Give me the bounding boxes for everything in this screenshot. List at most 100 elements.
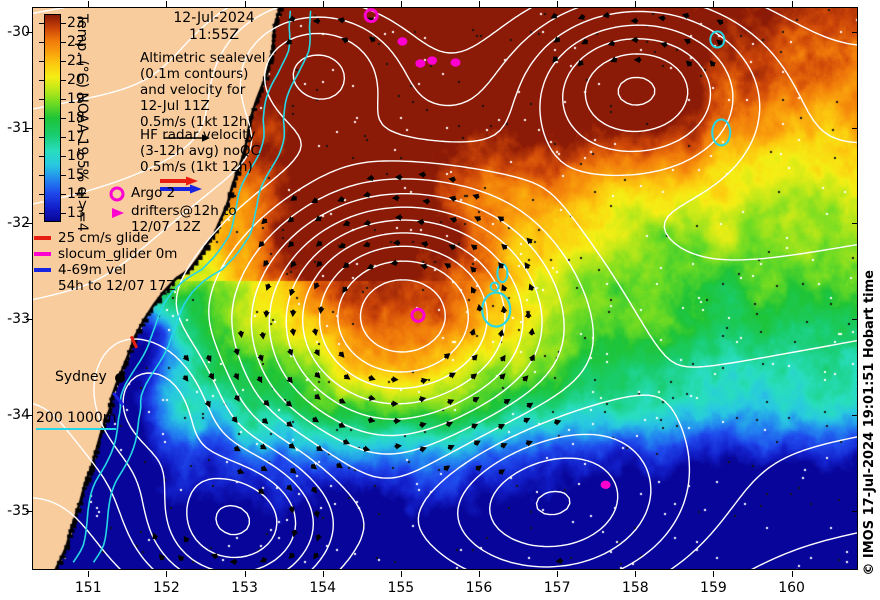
sst-raster (32, 7, 858, 570)
velocity-arrow-head (552, 56, 559, 63)
velocity-arrow-head (369, 36, 376, 43)
y-axis-tick (26, 510, 32, 512)
colorbar-tick (61, 23, 66, 25)
y-axis-tick (26, 223, 32, 225)
velocity-arrow-head (419, 396, 427, 403)
velocity-arrow-head (233, 373, 239, 381)
velocity-arrow-head (553, 36, 561, 43)
legend-drifter-label: drifters@12h to 12/07 12Z (131, 203, 281, 235)
sealevel-contour (318, 245, 488, 390)
sealevel-contour (32, 7, 250, 536)
velocity-arrow-head (237, 331, 245, 339)
velocity-arrow-head (449, 372, 456, 379)
x-axis-tick-top (322, 1, 324, 7)
velocity-arrow-head (257, 355, 264, 362)
velocity-arrow-head (681, 12, 689, 20)
velocity-arrow-head (316, 260, 323, 268)
x-axis-tick-top (88, 1, 90, 7)
legend-altimetry-line5: 0.5m/s (1kt 12h) (140, 114, 253, 130)
velocity-arrow-head (500, 305, 508, 312)
velocity-arrow-head (338, 351, 345, 358)
velocity-arrow-head (602, 11, 609, 19)
velocity-arrow-head (258, 240, 265, 248)
velocity-arrow-head (314, 282, 320, 290)
colorbar-tick-label: 15 (67, 166, 85, 183)
velocity-arrow-head (418, 171, 425, 178)
velocity-arrow-head (501, 284, 508, 291)
velocity-arrow-head (630, 36, 637, 44)
velocity-arrow-head (183, 535, 190, 543)
velocity-arrow-head (470, 244, 478, 251)
x-axis-tick-top (635, 1, 637, 7)
velocity-arrow-head (499, 354, 506, 362)
legend-altimetry: Altimetric sealevel (0.1m contours) and … (140, 50, 300, 149)
velocity-arrow-head (208, 373, 214, 381)
velocity-arrow-head (471, 286, 477, 294)
colorbar-tick-label: 20 (67, 72, 85, 89)
legend-glider-speed-row: 25 cm/s glide (32, 230, 212, 246)
drifter-marker (397, 37, 408, 46)
velocity-arrow-head (447, 444, 455, 451)
colorbar-tick-label: 17 (67, 128, 85, 145)
velocity-arrow-head (500, 443, 508, 449)
velocity-arrow-head (291, 530, 298, 538)
colorbar-tick-label: 21 (67, 53, 85, 70)
bathymetry-contour (92, 10, 312, 563)
velocity-arrow-head (447, 399, 455, 406)
map-plot-area[interactable] (32, 7, 858, 570)
velocity-arrow-head (229, 558, 236, 566)
velocity-arrow-head (471, 423, 479, 430)
velocity-arrow-head (522, 375, 529, 382)
title-date: 12-Jul-2024 (173, 10, 255, 26)
x-axis-tick-top (557, 1, 559, 7)
velocity-arrow-head (261, 417, 269, 424)
y-axis-tick-right (852, 223, 858, 225)
y-axis-tick-right (852, 127, 858, 129)
legend-glider-platform-row: slocum_glider 0m (32, 246, 212, 262)
x-axis-tick (635, 571, 637, 577)
velocity-arrow-head (448, 244, 456, 251)
velocity-arrow-head (290, 194, 298, 201)
bathymetry-contour (481, 291, 512, 328)
colorbar-tick-label: 16 (67, 147, 85, 164)
legend-glider-duration: 54h to 12/07 17Z (58, 278, 176, 294)
legend-drifter-line2: 12/07 12Z (131, 219, 201, 235)
drifter-marker (600, 480, 611, 489)
x-axis-label: 152 (153, 580, 180, 596)
legend-glider-speed: 25 cm/s glide (58, 230, 149, 246)
velocity-arrow-head (497, 216, 505, 223)
sealevel-contour (302, 232, 506, 405)
legend-glider-depth-row: 4-69m vel (32, 262, 212, 278)
velocity-arrow-head (233, 349, 240, 356)
x-axis-tick-top (244, 1, 246, 7)
velocity-arrow-head (391, 194, 398, 202)
velocity-arrow-head (288, 442, 296, 449)
velocity-arrow-head (528, 283, 535, 291)
colorbar-tick (39, 193, 44, 195)
colorbar-tick (61, 174, 66, 176)
sealevel-contour (32, 7, 858, 570)
velocity-arrow-head (314, 371, 321, 379)
colorbar-tick (39, 155, 44, 157)
velocity-arrow-head (342, 286, 349, 294)
velocity-arrow-head (285, 38, 293, 45)
velocity-arrow-head (390, 259, 397, 267)
x-axis-label: 154 (309, 580, 337, 596)
legend-drifter-line1: drifters@12h to (131, 203, 237, 219)
velocity-arrow-head (683, 38, 691, 45)
velocity-arrow-head (497, 329, 505, 336)
colorbar-tick-label: 14 (67, 185, 85, 202)
velocity-arrow-head (610, 56, 617, 63)
velocity-arrow-head (316, 445, 323, 452)
x-axis-tick-top (791, 1, 793, 7)
velocity-arrow-head (287, 216, 295, 223)
colorbar-tick-label: 23 (67, 15, 85, 32)
velocity-arrow-head (633, 56, 640, 64)
y-axis-label: -32 (7, 215, 30, 232)
x-axis-tick-top (713, 1, 715, 7)
colorbar-tick (61, 193, 66, 195)
hf-radar-arrow-sample (140, 176, 300, 196)
velocity-arrow-head (286, 376, 293, 384)
velocity-arrow-head (314, 393, 321, 400)
legend-hf-line1: HF radar velocity (140, 127, 256, 143)
